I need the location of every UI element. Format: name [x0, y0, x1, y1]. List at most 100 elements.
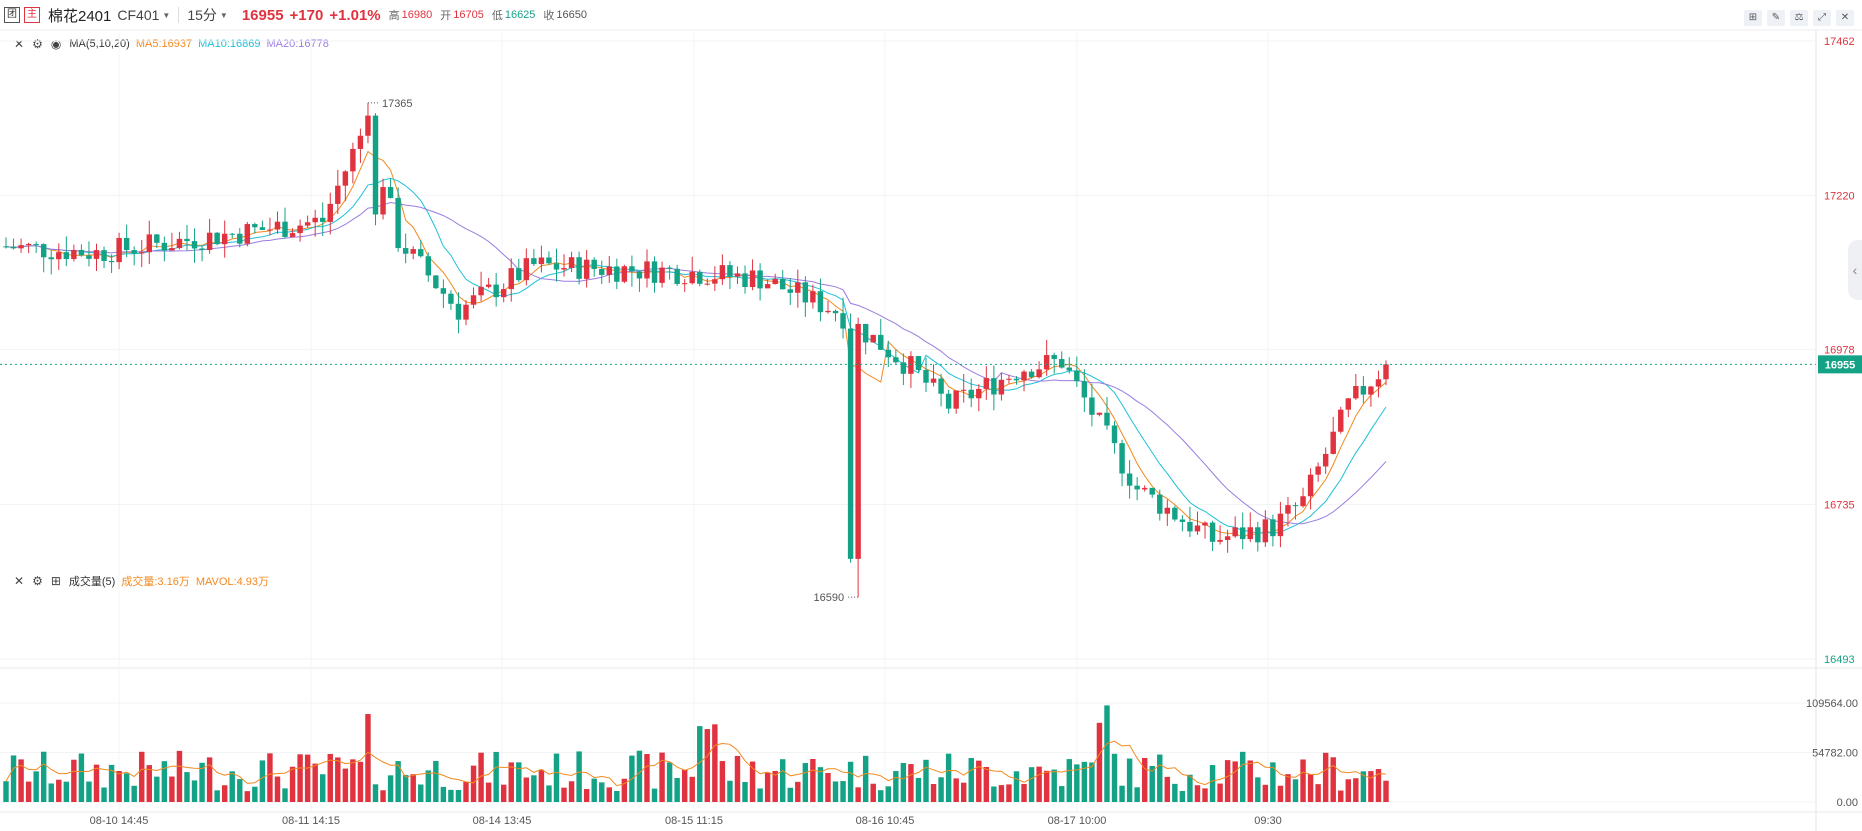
- volume-bar: [787, 787, 793, 802]
- volume-bar: [1345, 779, 1352, 802]
- candle-body: [749, 270, 756, 287]
- volume-bar: [3, 781, 9, 802]
- volume-bar: [1172, 783, 1178, 802]
- draw-icon[interactable]: ✎: [1767, 10, 1785, 26]
- candle-body: [267, 229, 273, 231]
- volume-bar: [335, 757, 341, 802]
- candle-body: [154, 234, 160, 243]
- candle-body: [418, 249, 424, 257]
- last-price-tag: [1818, 355, 1862, 374]
- volume-bar: [810, 759, 816, 802]
- fullscreen-icon[interactable]: ⤢: [1813, 10, 1831, 26]
- close-indicator-icon[interactable]: ✕: [14, 37, 25, 51]
- candle-body: [86, 255, 92, 259]
- volume-bar: [1126, 758, 1133, 802]
- candle-body: [93, 250, 100, 259]
- symbol-code[interactable]: CF401: [117, 7, 160, 23]
- period-selector[interactable]: 15分: [187, 7, 217, 23]
- candle-body: [1141, 487, 1148, 490]
- candle-body: [402, 248, 409, 254]
- candle-body: [847, 328, 854, 559]
- volume-bar: [870, 783, 876, 802]
- candle-body: [40, 244, 47, 258]
- volume-bar: [832, 781, 839, 802]
- volume-bar: [40, 751, 47, 802]
- volume-bar: [500, 784, 507, 802]
- volume-bar: [614, 791, 620, 802]
- volume-bar: [780, 759, 786, 802]
- volume-bar: [71, 759, 77, 802]
- volume-bar: [1119, 785, 1125, 802]
- volume-bar: [1066, 759, 1072, 802]
- price-change: +170: [289, 6, 324, 24]
- close-icon[interactable]: ✕: [1836, 10, 1854, 26]
- volume-bar: [274, 776, 281, 802]
- candle-body: [1353, 386, 1359, 399]
- candle-body: [840, 313, 846, 329]
- volume-bar: [666, 762, 673, 802]
- candle-body: [380, 187, 386, 215]
- candle-body: [923, 369, 929, 383]
- eye-icon[interactable]: ◉: [50, 37, 62, 51]
- volume-bar: [704, 729, 711, 802]
- indicator-icon[interactable]: ⊞: [1744, 10, 1762, 26]
- ma20-value: MA20:16778: [266, 38, 329, 50]
- collapse-panel-button[interactable]: ‹: [1848, 240, 1862, 300]
- candle-body: [780, 278, 786, 290]
- volume-bar: [1360, 771, 1367, 802]
- volume-bar: [734, 755, 741, 802]
- volume-bar: [1330, 757, 1336, 802]
- volume-bar: [1179, 791, 1186, 802]
- settings-icon[interactable]: ⚙: [32, 37, 43, 51]
- candle-body: [500, 289, 507, 298]
- symbol-dropdown-icon[interactable]: ▼: [162, 10, 171, 20]
- volume-bar: [998, 785, 1005, 802]
- volume-bar: [395, 761, 401, 802]
- candle-body: [63, 252, 70, 260]
- time-tick-label: 09:30: [1254, 815, 1282, 827]
- candle-body: [350, 148, 356, 172]
- volume-bar: [123, 773, 130, 802]
- volume-bar: [1021, 783, 1027, 802]
- candle-body: [1096, 412, 1103, 415]
- volume-bar: [116, 770, 122, 802]
- candle-body: [621, 266, 628, 282]
- main-contract-tag: 主: [24, 7, 40, 23]
- period-dropdown-icon[interactable]: ▼: [219, 10, 228, 20]
- candle-body: [1300, 496, 1306, 507]
- candle-body: [33, 243, 39, 245]
- volume-bar: [553, 753, 560, 802]
- volume-bar: [380, 790, 386, 802]
- volume-bar: [1270, 762, 1276, 802]
- volume-bar: [1232, 761, 1238, 802]
- volume-settings-icon[interactable]: ⚙: [32, 574, 43, 588]
- candle-body: [1036, 369, 1042, 378]
- candle-body: [538, 257, 545, 265]
- candle-body: [297, 225, 303, 234]
- candle-body: [1277, 513, 1284, 537]
- candle-body: [764, 284, 771, 289]
- candle-body: [1119, 443, 1125, 474]
- candle-body: [862, 323, 869, 343]
- candle-body: [659, 267, 665, 283]
- candle-body: [1270, 519, 1276, 537]
- price-tick-label: 16978: [1824, 345, 1855, 357]
- candle-body: [742, 273, 748, 287]
- compare-icon[interactable]: ⚖: [1790, 10, 1808, 26]
- volume-tick-label: 109564.00: [1806, 698, 1858, 710]
- symbol-name: 棉花2401: [48, 7, 112, 25]
- candle-body: [1059, 359, 1065, 368]
- group-tag[interactable]: 团: [4, 7, 20, 23]
- close-volume-icon[interactable]: ✕: [14, 574, 25, 588]
- volume-bar: [968, 758, 974, 802]
- candle-body: [772, 278, 778, 285]
- candle-body: [893, 357, 899, 363]
- volume-bar: [930, 784, 937, 802]
- candle-body: [802, 282, 809, 303]
- candle-body: [1209, 522, 1216, 542]
- add-indicator-icon[interactable]: ⊞: [50, 574, 61, 588]
- mavol-line: [5, 740, 1387, 787]
- ma-name: MA(5,10,20): [69, 38, 130, 50]
- volume-bar: [1292, 779, 1299, 802]
- volume-bar: [651, 788, 658, 802]
